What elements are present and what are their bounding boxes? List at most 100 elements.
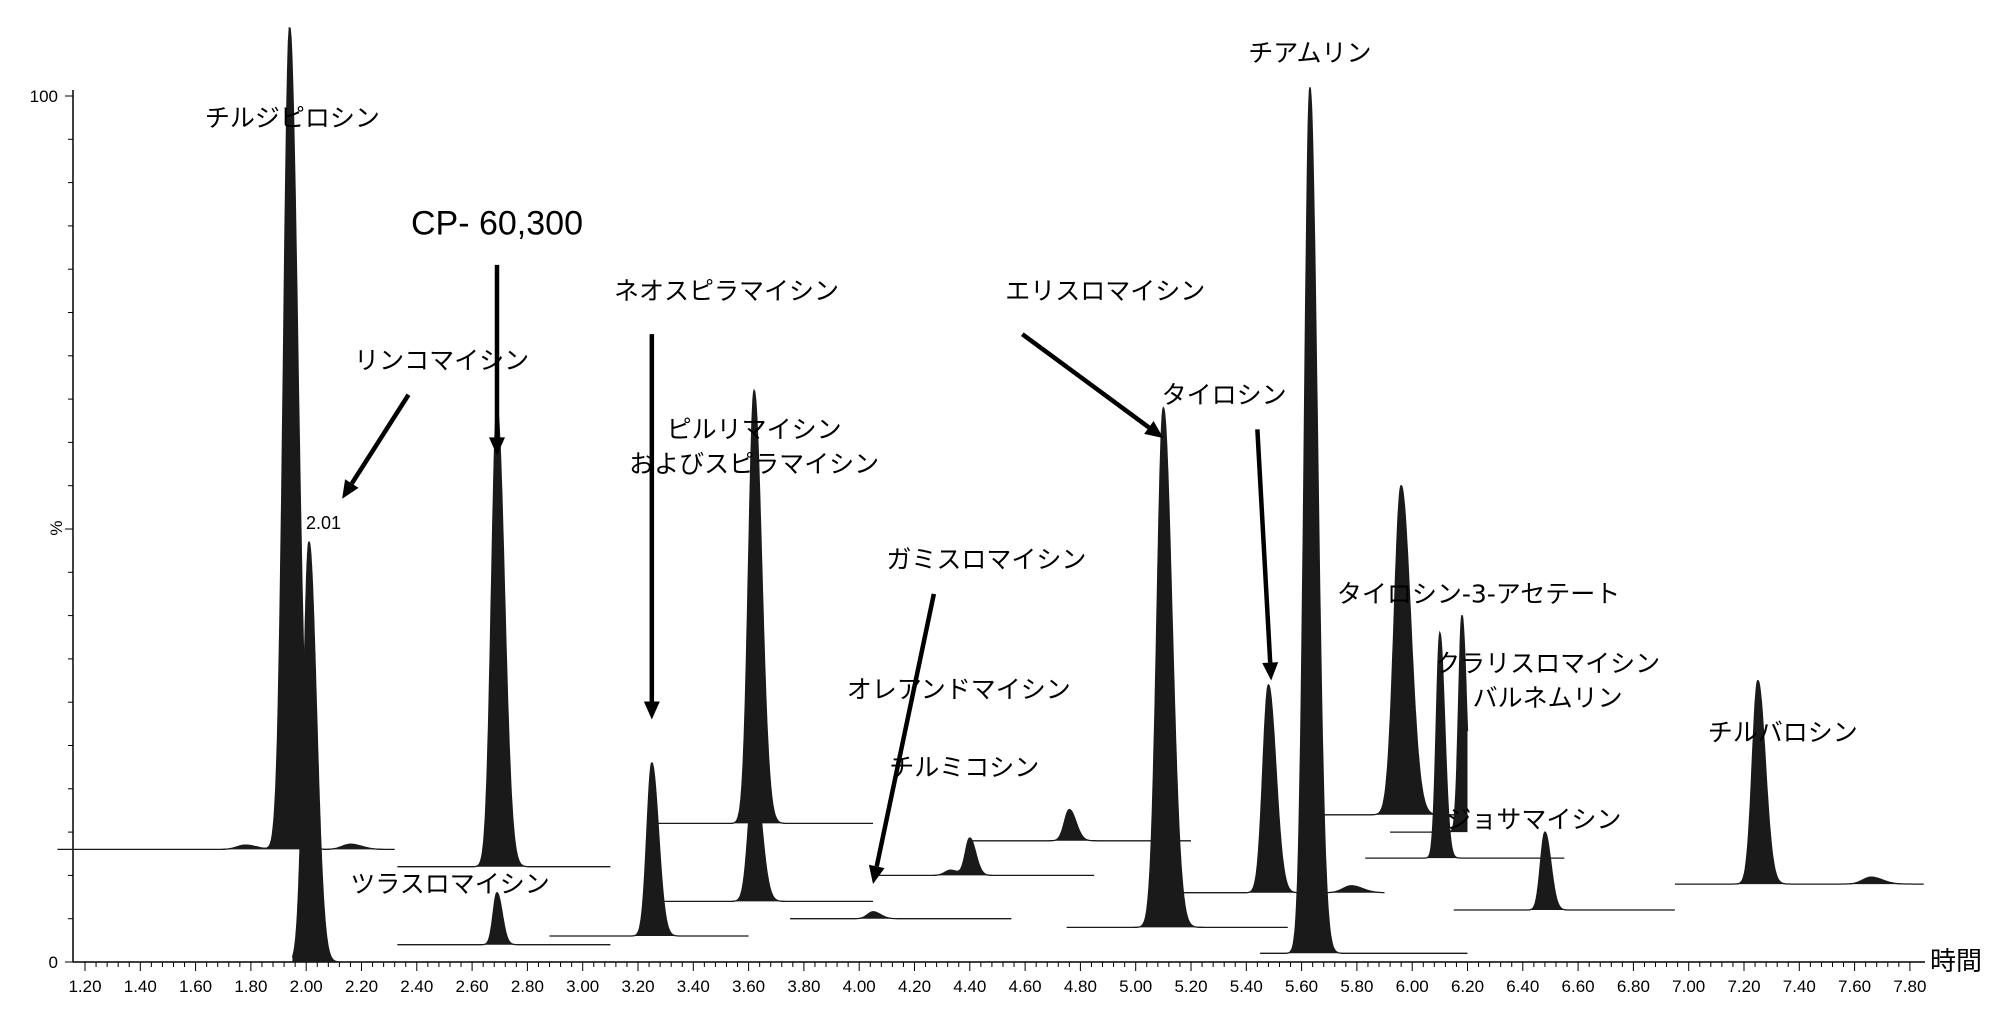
trace-line	[873, 837, 1095, 877]
arrow-shaft	[1021, 332, 1151, 430]
arrow-shaft	[1255, 429, 1273, 663]
x-tick-label: 2.60	[456, 977, 489, 996]
arrow-head	[868, 864, 885, 885]
arrow-shaft	[874, 593, 937, 867]
compound-label: クラリスロマイシン	[1435, 649, 1660, 678]
x-tick-label: 7.60	[1838, 977, 1871, 996]
x-tick-label: 1.80	[234, 977, 267, 996]
chromatogram-traces	[57, 27, 1924, 963]
trace-line	[397, 891, 611, 946]
compound-label: ガミスロマイシン	[886, 545, 1086, 574]
axes	[72, 90, 1925, 963]
x-tick-label: 4.40	[953, 977, 986, 996]
y-tick-label: 0	[49, 953, 58, 972]
compound-label: タイロシン-3-アセテート	[1337, 580, 1620, 609]
x-tick-label: 2.80	[511, 977, 544, 996]
compound-label: チルジピロシン	[205, 103, 380, 132]
trace-line	[651, 388, 873, 825]
x-tick-label: 5.20	[1174, 977, 1207, 996]
x-tick-label: 2.40	[400, 977, 433, 996]
arrow-head	[1144, 420, 1164, 439]
trace-line	[1365, 630, 1565, 859]
arrow-head	[643, 701, 660, 720]
peak-fill	[397, 407, 611, 867]
peak-fill	[1260, 87, 1468, 954]
x-tick-label: 5.00	[1119, 977, 1152, 996]
compound-label: ジョサマイシン	[1446, 805, 1621, 834]
compound-label: エリスロマイシン	[1005, 277, 1205, 306]
x-tick-label: 5.40	[1230, 977, 1263, 996]
x-tick-label: 4.00	[843, 977, 876, 996]
compound-label: チアムリン	[1248, 38, 1371, 67]
x-tick-label: 3.40	[677, 977, 710, 996]
x-tick-label: 7.20	[1727, 977, 1760, 996]
x-tick-label: 2.20	[345, 977, 378, 996]
peak-fill	[292, 542, 390, 962]
trace-line	[1066, 406, 1288, 929]
x-tick-label: 1.40	[124, 977, 157, 996]
peak-fill	[397, 892, 611, 945]
peak-fill	[1453, 832, 1675, 910]
x-ticks	[84, 962, 1911, 971]
x-tick-label: 4.20	[898, 977, 931, 996]
x-tick-label: 5.80	[1340, 977, 1373, 996]
compound-label: オレアンドマイシン	[847, 675, 1071, 704]
peak-fill	[969, 809, 1191, 841]
peak-fill	[57, 28, 395, 850]
x-tick-label: 2.00	[290, 977, 323, 996]
trace-line	[1453, 831, 1675, 911]
y-tick-label: 100	[30, 87, 58, 106]
trace-line	[57, 27, 395, 851]
arrow-shaft	[349, 393, 411, 485]
peak-retention-label: 2.01	[306, 513, 341, 533]
compound-label: チルミコシン	[889, 753, 1039, 782]
trace-line	[790, 911, 1012, 920]
trace-line	[549, 762, 749, 937]
trace-line	[1674, 679, 1924, 885]
x-tick-label: 3.00	[566, 977, 599, 996]
peak-fill	[1390, 615, 1468, 833]
peak-fill	[1674, 680, 1924, 885]
x-tick-label: 6.00	[1396, 977, 1429, 996]
x-tick-label: 4.80	[1064, 977, 1097, 996]
compound-label: タイロシン	[1162, 380, 1287, 409]
arrow-head	[342, 479, 359, 499]
trace-line	[397, 405, 611, 868]
peak-fill	[790, 911, 1012, 919]
compound-label: チルバロシン	[1708, 718, 1858, 747]
x-tick-labels: 1.20 1.40 1.60 1.80 2.00 2.20 2.40 2.60 2.80 3.00…	[68, 977, 1926, 996]
x-tick-label: 3.80	[787, 977, 820, 996]
arrow-head	[1262, 662, 1279, 681]
x-tick-label: 3.20	[621, 977, 654, 996]
peak-fill	[873, 838, 1095, 876]
x-tick-label: 6.20	[1451, 977, 1484, 996]
compound-label: ピルリマイシン	[667, 415, 842, 444]
x-tick-label: 6.60	[1562, 977, 1595, 996]
y-ticks: 0 100	[30, 87, 73, 972]
x-tick-label: 6.40	[1506, 977, 1539, 996]
x-tick-label: 1.20	[68, 977, 101, 996]
trace-line	[651, 770, 873, 903]
x-tick-label: 6.80	[1617, 977, 1650, 996]
x-tick-label: 7.80	[1893, 977, 1926, 996]
peak-fill	[1066, 407, 1288, 928]
compound-label: およびスピラマイシン	[629, 450, 879, 479]
compound-label: リンコマイシン	[354, 346, 529, 375]
x-tick-label: 3.60	[732, 977, 765, 996]
trace-line	[291, 541, 390, 963]
x-tick-label: 5.60	[1285, 977, 1318, 996]
peak-fill	[549, 762, 749, 936]
x-axis-label: 時間	[1930, 947, 1982, 977]
x-tick-label: 7.00	[1672, 977, 1705, 996]
x-tick-label: 4.60	[1009, 977, 1042, 996]
trace-line	[1260, 87, 1468, 954]
x-tick-label: 7.40	[1783, 977, 1816, 996]
trace-line	[1163, 683, 1385, 894]
compound-label: ツラスロマイシン	[350, 870, 550, 899]
compound-label: バルネムリン	[1473, 684, 1623, 713]
y-axis-label: %	[47, 520, 66, 535]
annotation-arrows	[342, 264, 1279, 885]
arrow-head	[488, 437, 505, 456]
peak-fill	[1163, 684, 1385, 893]
